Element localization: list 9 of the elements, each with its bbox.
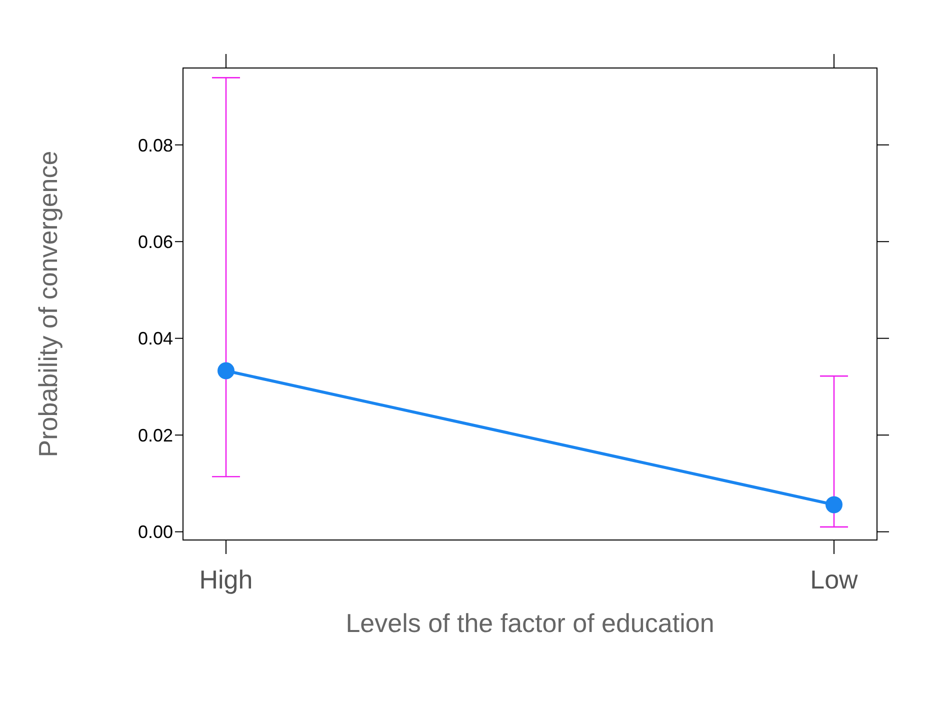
y-tick-label: 0.00 [138, 522, 173, 542]
x-axis-title: Levels of the factor of education [346, 608, 714, 638]
y-tick-label: 0.06 [138, 232, 173, 252]
y-tick-label: 0.08 [138, 135, 173, 156]
y-tick-label: 0.04 [138, 328, 173, 349]
x-tick-label: High [199, 564, 253, 594]
x-tick-label: Low [810, 564, 858, 594]
y-axis-title: Probability of convergence [33, 150, 64, 458]
y-tick-label: 0.02 [138, 425, 173, 446]
